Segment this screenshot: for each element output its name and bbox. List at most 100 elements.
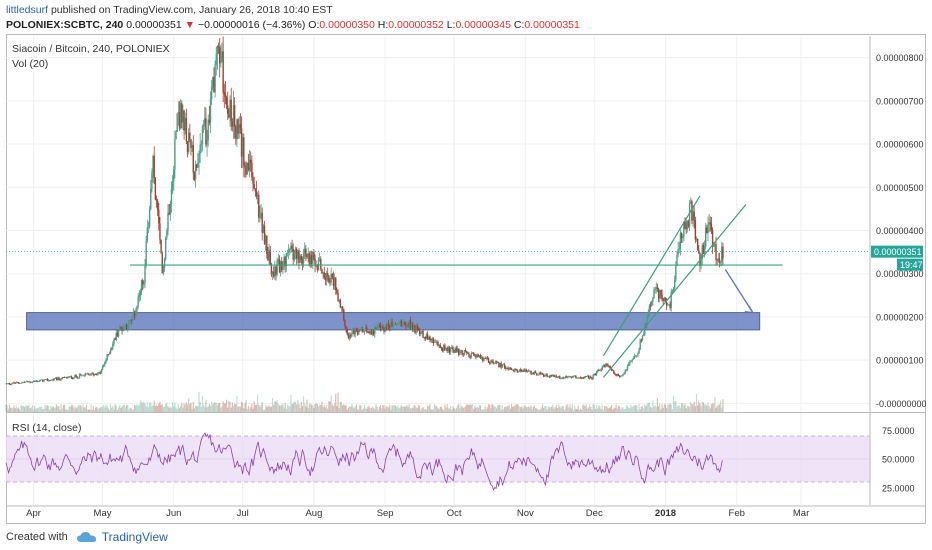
tradingview-logo[interactable]: TradingView: [76, 530, 168, 544]
volume-bar: [373, 408, 375, 412]
volume-bar: [491, 404, 493, 412]
volume-bar: [589, 404, 591, 412]
candle-body: [213, 77, 215, 93]
volume-bar: [385, 406, 387, 412]
candle-body: [646, 317, 648, 326]
candle-body: [703, 246, 706, 255]
volume-bar: [651, 407, 653, 412]
volume-bar: [176, 409, 178, 412]
volume-bar: [441, 408, 444, 412]
candle-body: [451, 346, 453, 349]
volume-bar: [338, 408, 340, 412]
volume-bar: [578, 409, 580, 412]
volume-bar: [266, 407, 268, 412]
volume-bar: [586, 408, 588, 412]
price-tick-label: 0.00000400: [876, 226, 924, 236]
candle-body: [430, 339, 432, 341]
candle-body: [53, 378, 55, 381]
volume-bar: [215, 402, 217, 412]
candle-body: [70, 376, 73, 379]
volume-bar: [134, 404, 136, 412]
volume-bar: [661, 404, 663, 412]
candle-body: [562, 377, 564, 379]
volume-bar: [717, 404, 719, 412]
candle-body: [384, 326, 386, 332]
candle-body: [158, 209, 160, 224]
candle-body: [653, 289, 655, 299]
candle-body: [304, 248, 306, 254]
volume-bar: [183, 403, 185, 412]
volume-bar: [298, 404, 300, 412]
candle-body: [214, 64, 216, 93]
volume-bar: [672, 395, 675, 412]
volume-bar: [602, 409, 605, 412]
candle-body: [515, 368, 517, 371]
volume-bar: [252, 408, 254, 412]
candle-body: [175, 131, 177, 140]
volume-bar: [541, 404, 544, 412]
volume-bar: [539, 409, 541, 412]
candle-body: [323, 272, 325, 278]
volume-bar: [229, 401, 231, 412]
candle-body: [575, 376, 577, 378]
volume-bar: [147, 407, 150, 412]
candle-body: [548, 376, 551, 378]
volume-bar: [21, 405, 23, 412]
candle-body: [190, 139, 192, 149]
volume-bar: [498, 404, 500, 412]
candle-body: [169, 203, 171, 215]
volume-bar: [654, 405, 656, 412]
volume-bar: [415, 407, 417, 412]
volume-bar: [154, 405, 156, 412]
volume-bar: [201, 396, 204, 412]
chart-frame[interactable]: [6, 34, 926, 524]
candle-body: [696, 239, 699, 250]
candle-body: [295, 248, 298, 259]
volume-bar: [158, 403, 160, 412]
volume-bar: [290, 394, 292, 412]
volume-bar: [597, 408, 599, 412]
volume-bar: [51, 407, 53, 412]
volume-bar: [692, 404, 694, 412]
candle-body: [207, 119, 209, 141]
open-value: 0.00000350: [319, 19, 375, 31]
candle-body: [39, 380, 42, 381]
candle-body: [435, 341, 437, 343]
volume-bar: [363, 404, 366, 412]
volume-bar: [186, 404, 189, 412]
volume-bar: [502, 409, 505, 412]
candle-body: [700, 258, 702, 266]
candle-body: [11, 383, 13, 385]
volume-bar: [121, 406, 123, 412]
volume-bar: [135, 405, 137, 412]
candle-body: [129, 319, 131, 321]
volume-bar: [587, 407, 590, 412]
volume-bar: [666, 407, 668, 412]
volume-bar: [625, 405, 628, 412]
candle-body: [151, 172, 153, 189]
volume-bar: [556, 408, 559, 412]
candle-body: [45, 378, 47, 380]
candle-body: [518, 369, 521, 372]
candle-body: [386, 323, 389, 329]
volume-bar: [294, 402, 297, 412]
candle-body: [244, 165, 246, 168]
candle-body: [348, 334, 351, 339]
created-with-text: Created with: [6, 531, 68, 543]
volume-bar: [300, 401, 302, 412]
candle-body: [177, 111, 180, 114]
candle-body: [576, 377, 578, 379]
volume-bar: [44, 404, 46, 412]
candle-body: [69, 376, 72, 377]
time-tick-label: May: [94, 508, 112, 519]
candle-body: [410, 323, 413, 329]
volume-bar: [193, 408, 196, 412]
candle-body: [397, 323, 399, 325]
volume-bar: [72, 405, 74, 412]
author-link[interactable]: littledsurf: [6, 4, 49, 16]
volume-bar: [581, 409, 583, 412]
volume-bar: [173, 406, 175, 412]
volume-bar: [319, 404, 321, 412]
volume-bar: [358, 409, 360, 412]
